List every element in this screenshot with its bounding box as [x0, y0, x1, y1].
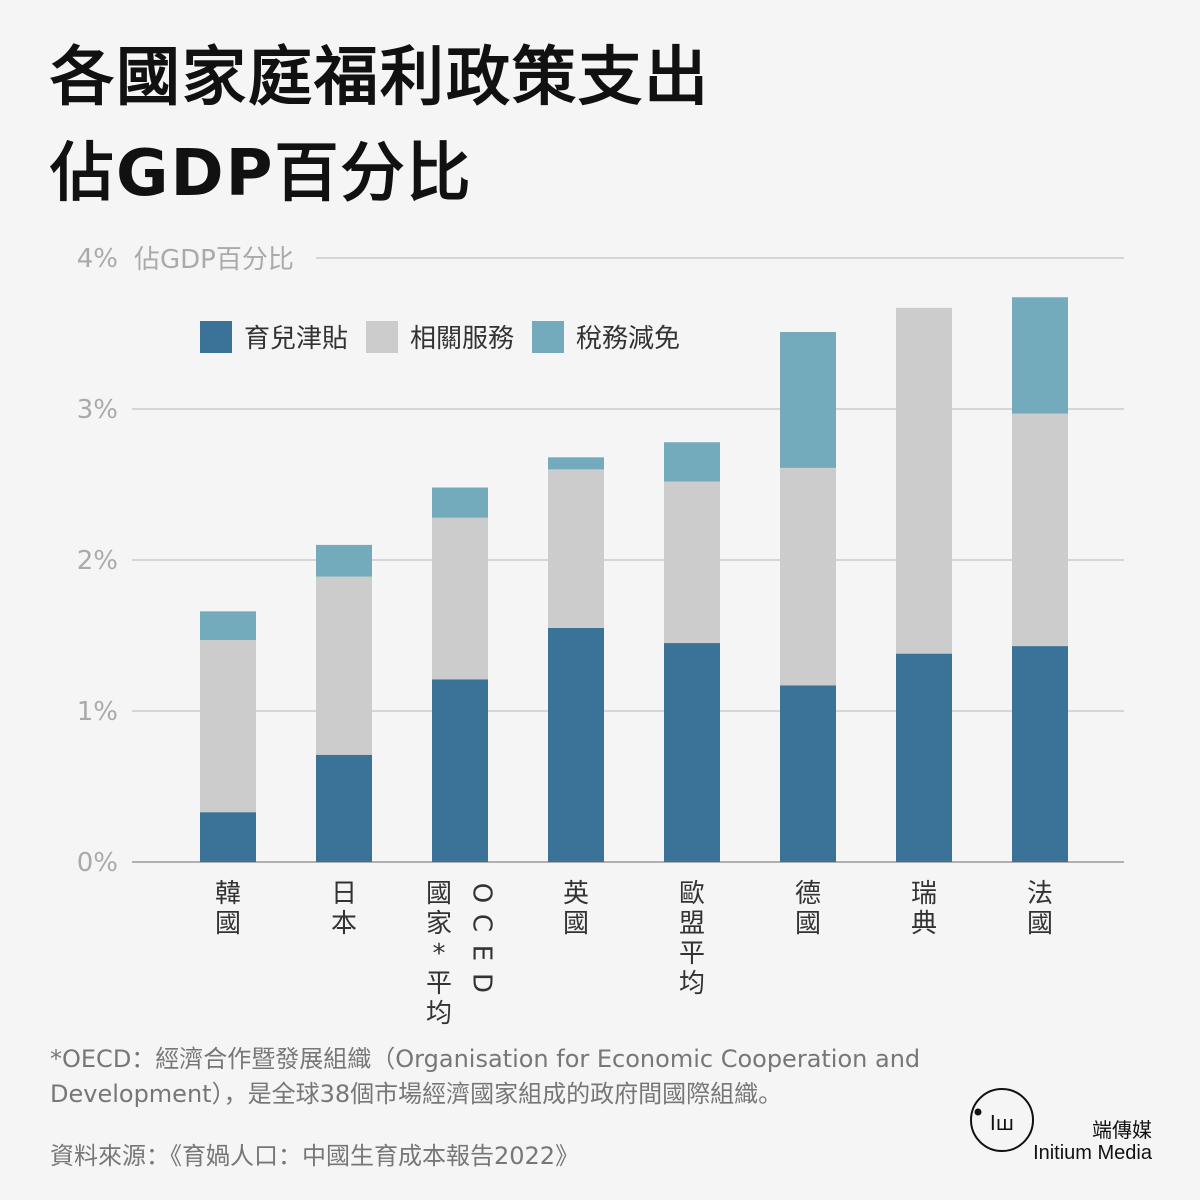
x-tick-label: 平	[426, 969, 452, 999]
bar-segment-1	[1012, 646, 1068, 862]
legend-label: 稅務減免	[576, 324, 681, 354]
bar-segment-3	[780, 331, 836, 468]
x-tick-label: 家	[426, 909, 452, 939]
bar-segment-3	[548, 457, 604, 470]
bar-segment-2	[200, 640, 256, 813]
y-tick-label: 1%	[77, 697, 118, 727]
legend-swatch	[532, 320, 565, 353]
x-tick-label: 英	[563, 879, 589, 909]
y-tick-label: 4%	[77, 244, 118, 274]
bar-segment-1	[548, 627, 604, 862]
bar-segment-3	[432, 487, 488, 518]
bar-segment-1	[896, 653, 952, 862]
bar-segment-2	[316, 576, 372, 755]
y-tick-label: 3%	[77, 395, 118, 425]
legend-label: 相關服務	[410, 324, 515, 354]
bars	[200, 297, 1068, 862]
x-tick-label: 國	[795, 909, 821, 939]
bar-segment-1	[664, 643, 720, 862]
x-tick-label: 國	[215, 909, 241, 939]
x-tick-label: 歐	[679, 879, 705, 909]
x-tick-label: 平	[679, 939, 705, 969]
x-tick-label: 瑞	[911, 879, 937, 909]
gridlines	[132, 257, 1124, 863]
x-tick-label: 均	[426, 999, 452, 1029]
y-tick-label: 0%	[77, 848, 118, 878]
x-tick-label: 國	[563, 909, 589, 939]
bar-segment-3	[316, 544, 372, 577]
x-tick-label: 均	[679, 969, 705, 999]
brand-logo-icon: Iш	[970, 1088, 1034, 1152]
source-note: 資料來源：《育媧人口：中國生育成本報告2022》	[50, 1142, 580, 1170]
x-tick-label: C	[467, 914, 497, 932]
y-tick-label: 2%	[77, 546, 118, 576]
y-axis-labels: 0% 1% 2% 3% 4% 佔GDP百分比	[77, 244, 294, 878]
bar-segment-3	[664, 442, 720, 482]
x-tick-label: 盟	[679, 909, 705, 939]
chart-title: 各國家庭福利政策支出 佔GDP百分比	[50, 30, 710, 222]
x-tick-label: O	[467, 883, 497, 903]
bar-segment-1	[316, 754, 372, 862]
svg-text:Iш: Iш	[990, 1111, 1014, 1135]
x-tick-label: 德	[795, 879, 821, 909]
x-tick-label: D	[467, 973, 497, 993]
bar-segment-1	[432, 679, 488, 862]
bar-segment-2	[896, 307, 952, 654]
footnote: *OECD：經濟合作暨發展組織（Organisation for Economi…	[50, 1045, 921, 1108]
x-tick-label: 國	[426, 879, 452, 909]
bar-segment-2	[664, 481, 720, 644]
legend-item-related-services: 相關服務	[366, 318, 514, 355]
bar-segment-2	[432, 517, 488, 680]
bar-segment-1	[200, 812, 256, 862]
brand-name-en: Initium Media	[1033, 1142, 1152, 1164]
bar-segment-1	[780, 685, 836, 862]
bar-segment-2	[548, 469, 604, 628]
legend-swatch	[200, 320, 232, 353]
bar-segment-2	[1012, 413, 1068, 647]
legend-item-tax-relief: 稅務減免	[532, 318, 680, 355]
x-tick-label: 典	[911, 909, 937, 939]
title-line-1: 各國家庭福利政策支出	[50, 41, 710, 115]
legend-item-childcare-allowance: 育兒津貼	[200, 318, 348, 355]
bar-segment-2	[780, 467, 836, 686]
x-tick-label: 日	[331, 879, 357, 909]
legend-swatch	[366, 320, 399, 353]
y-axis-title: 佔GDP百分比	[134, 245, 294, 275]
x-tick-label: 本	[331, 909, 357, 939]
bar-segment-3	[1012, 297, 1068, 414]
x-tick-label: 國	[1027, 909, 1053, 939]
legend: 育兒津貼 相關服務 稅務減免	[200, 318, 680, 355]
x-tick-label: E	[467, 945, 497, 961]
x-tick-label: 法	[1027, 879, 1053, 909]
title-line-2: 佔GDP百分比	[50, 137, 473, 211]
brand-name-cn: 端傳媒	[1092, 1118, 1152, 1142]
legend-label: 育兒津貼	[244, 324, 349, 354]
x-tick-label: 韓	[215, 879, 241, 909]
x-tick-label: *	[433, 939, 446, 969]
bar-segment-3	[200, 611, 256, 641]
